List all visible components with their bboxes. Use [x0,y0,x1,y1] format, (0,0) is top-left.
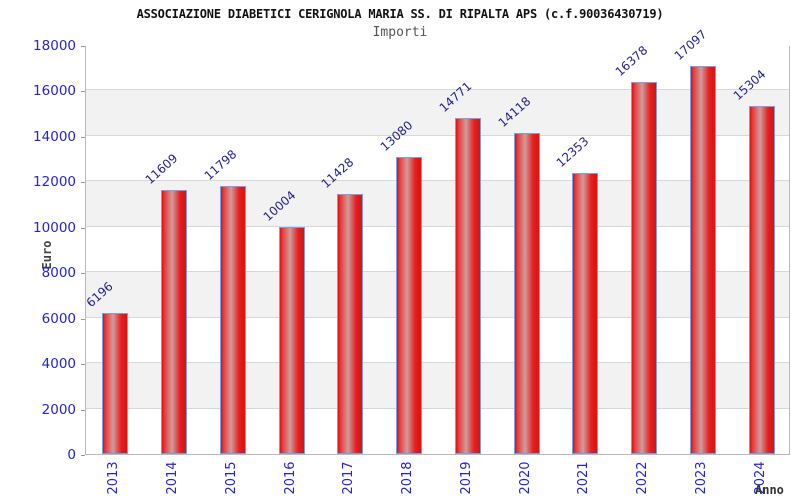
x-tick-label: 2015 [223,461,239,495]
x-tick-label: 2017 [341,461,357,495]
y-tick-mark [81,91,85,93]
plot-band [86,181,789,227]
gridline [86,134,789,136]
x-tick-label: 2022 [635,461,651,495]
y-tick-label: 6000 [41,310,76,327]
gridline [86,316,789,318]
plot-band [86,272,789,318]
chart-subtitle: Importi [372,25,428,40]
y-tick-label: 14000 [33,128,76,145]
bar-2020 [513,133,540,454]
y-tick-label: 8000 [41,265,76,282]
gridline [86,225,789,227]
y-tick-mark [81,455,85,456]
bar-2021 [572,173,599,454]
bar-2013 [102,313,129,454]
y-tick-mark [81,136,85,138]
x-tick-label: 2021 [576,461,592,495]
x-tick-label: 2013 [106,461,122,495]
x-tick-label: 2023 [693,461,709,495]
bar-2023 [689,65,716,454]
y-tick-mark [81,364,85,366]
bar-2015 [219,185,246,454]
gridline [86,271,789,273]
y-tick-label: 2000 [41,401,76,418]
y-tick-mark [81,318,85,320]
x-tick-label: 2018 [400,461,416,495]
chart-title: ASSOCIAZIONE DIABETICI CERIGNOLA MARIA S… [136,7,664,21]
bar-2018 [396,156,423,454]
bar-2019 [454,118,481,454]
gridline [86,89,789,91]
gridline [86,362,789,364]
y-tick-mark [81,409,85,411]
y-tick-mark [81,182,85,184]
plot-band [86,135,789,182]
plot-band [86,226,789,273]
plot-band [86,90,789,136]
bar-2014 [161,190,188,454]
bar-2016 [278,226,305,454]
bar-2017 [337,194,364,454]
x-tick-label: 2019 [458,461,474,495]
gridline [86,180,789,182]
bar-2024 [748,106,775,454]
y-tick-label: 16000 [33,83,76,100]
plot-band [86,317,789,364]
gridline [86,407,789,409]
plot-band [86,45,789,91]
plot-band [86,408,789,454]
bar-2022 [631,81,658,454]
x-axis-label: Anno [755,483,784,497]
y-tick-mark [81,46,85,47]
y-tick-label: 12000 [33,174,76,191]
y-tick-label: 10000 [33,219,76,236]
x-tick-label: 2020 [517,461,533,495]
y-tick-label: 4000 [41,356,76,373]
x-tick-label: 2016 [282,461,298,495]
y-tick-mark [81,227,85,229]
plot-band [86,363,789,409]
y-tick-mark [81,273,85,275]
x-tick-label: 2014 [165,461,181,495]
y-tick-label: 18000 [33,38,76,54]
plot-area: 6196 11609 11798 10004 11428 13080 14771 14118 1… [84,27,790,455]
y-tick-label: 0 [67,447,76,463]
